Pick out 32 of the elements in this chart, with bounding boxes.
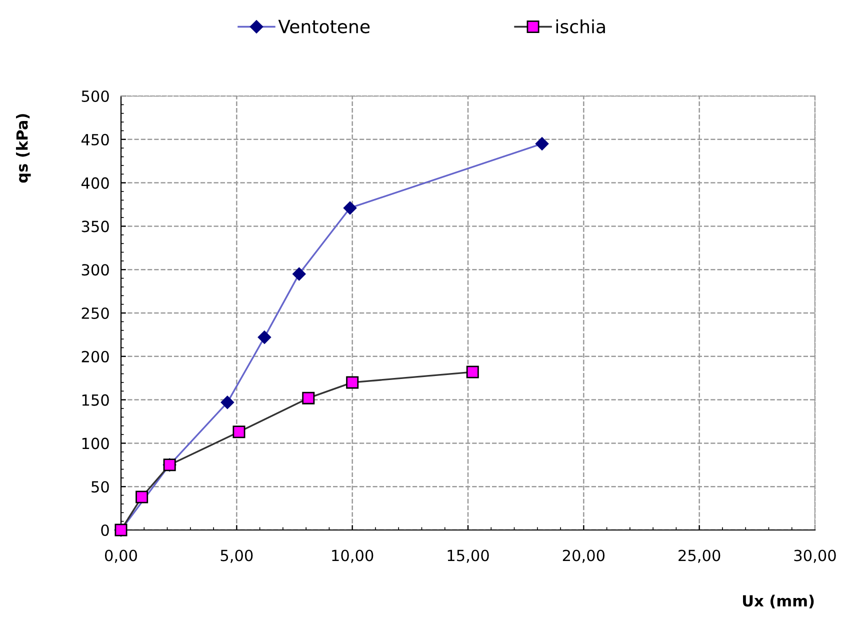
point bbox=[136, 490, 148, 504]
y-axis-title: qs (kPa) bbox=[16, 114, 31, 183]
x-tick-label: 15,00 bbox=[448, 550, 489, 563]
legend-label: ischia bbox=[556, 19, 605, 34]
point bbox=[220, 396, 234, 409]
x-tick-label: 10,00 bbox=[332, 550, 374, 563]
y-tick-label: 150 bbox=[82, 394, 109, 406]
x-tick-label: 0,00 bbox=[105, 550, 137, 563]
y-tick-label: 200 bbox=[82, 350, 109, 362]
point bbox=[232, 426, 246, 438]
y-tick-label: 450 bbox=[81, 134, 109, 146]
point bbox=[535, 137, 549, 150]
x-axis-title: Ux (mm) bbox=[743, 594, 814, 608]
x-tick-label: 5,00 bbox=[220, 550, 253, 563]
point bbox=[302, 392, 315, 404]
y-tick-label: 500 bbox=[82, 90, 109, 102]
point bbox=[343, 201, 357, 215]
x-tick-label: 20,00 bbox=[562, 550, 605, 563]
point bbox=[346, 376, 359, 389]
y-tick-label: 400 bbox=[81, 177, 109, 189]
y-tick-label: 300 bbox=[82, 264, 109, 276]
x-tick-label: 30,00 bbox=[794, 550, 836, 563]
y-tick-label: 250 bbox=[82, 307, 109, 320]
y-tick-label: 50 bbox=[92, 481, 109, 493]
x-tick-label: 25,00 bbox=[678, 550, 720, 563]
y-tick-label: 0 bbox=[101, 524, 109, 536]
point bbox=[292, 267, 306, 281]
point bbox=[466, 366, 479, 378]
point bbox=[258, 330, 272, 344]
legend-label: Ventotene bbox=[278, 20, 370, 34]
y-tick-label: 100 bbox=[82, 438, 109, 450]
y-tick-label: 350 bbox=[82, 220, 109, 232]
